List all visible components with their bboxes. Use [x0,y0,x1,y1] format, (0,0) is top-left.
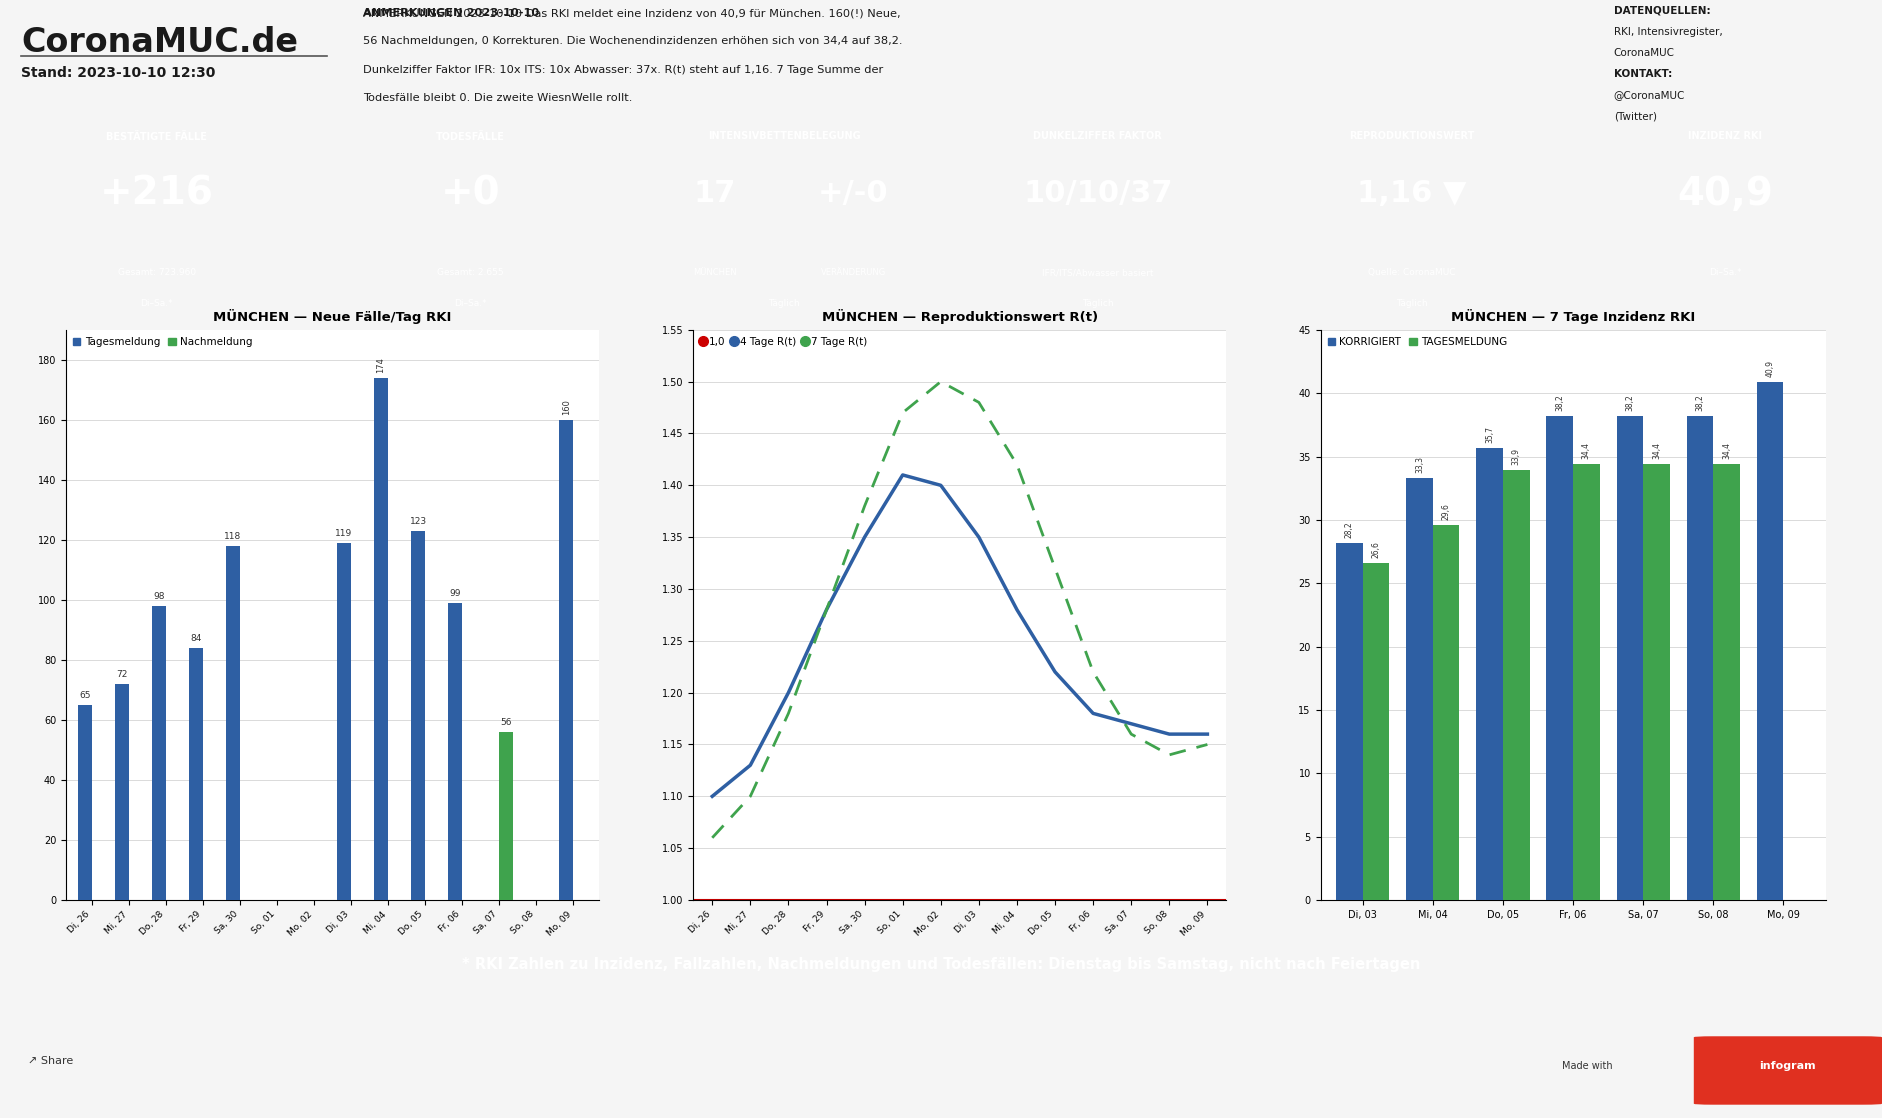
Text: Made with: Made with [1562,1061,1613,1071]
Text: ANMERKUNGEN 2023-10-10 Das RKI meldet eine Inzidenz von 40,9 für München. 160(!): ANMERKUNGEN 2023-10-10 Das RKI meldet ei… [363,8,901,18]
Bar [77,705,92,900]
Bar [1756,381,1784,900]
Text: Di–Sa.*: Di–Sa.* [454,299,487,307]
Legend: 1,0, 4 Tage R(t), 7 Tage R(t): 1,0, 4 Tage R(t), 7 Tage R(t) [698,335,869,349]
Text: 84: 84 [190,634,201,644]
Text: 34,4: 34,4 [1583,442,1590,459]
Title: MÜNCHEN — Reproduktionswert R(t): MÜNCHEN — Reproduktionswert R(t) [822,310,1097,324]
Text: 10/10/37: 10/10/37 [1024,179,1172,208]
Bar [1713,464,1741,900]
Bar [115,684,128,900]
Text: 34,4: 34,4 [1722,442,1731,459]
Text: 123: 123 [410,518,427,527]
Text: 72: 72 [117,671,128,680]
Text: Gesamt: 2.655: Gesamt: 2.655 [437,268,504,277]
Text: DUNKELZIFFER FAKTOR: DUNKELZIFFER FAKTOR [1033,132,1163,142]
Legend: KORRIGIERT, TAGESMELDUNG: KORRIGIERT, TAGESMELDUNG [1325,335,1509,349]
Bar [152,606,166,900]
Bar [188,648,203,900]
Text: Di–Sa.*: Di–Sa.* [1709,268,1741,277]
Text: 118: 118 [224,532,241,541]
Bar [1406,479,1432,900]
Text: 98: 98 [152,593,164,601]
Bar [1547,416,1573,900]
Bar [226,546,239,900]
Text: 38,2: 38,2 [1696,395,1705,411]
Text: 28,2: 28,2 [1346,521,1353,538]
Text: Täglich: Täglich [768,299,800,307]
Bar [499,732,514,900]
Text: +0: +0 [440,174,501,212]
Text: CoronaMUC: CoronaMUC [1613,48,1675,58]
Text: 1,16 ▼: 1,16 ▼ [1357,179,1466,208]
Text: 33,9: 33,9 [1511,448,1521,465]
Text: CoronaMUC.de: CoronaMUC.de [21,26,297,59]
Legend: Tagesmeldung, Nachmeldung: Tagesmeldung, Nachmeldung [72,335,254,349]
Bar [1643,464,1669,900]
Text: +/-0: +/-0 [819,179,888,208]
Text: RKI, Intensivregister,: RKI, Intensivregister, [1613,27,1722,37]
Bar [1432,525,1459,900]
Text: Stand: 2023-10-10 12:30: Stand: 2023-10-10 12:30 [21,66,215,79]
Text: VERÄNDERUNG: VERÄNDERUNG [821,268,886,277]
Text: 26,6: 26,6 [1372,541,1380,558]
Text: 160: 160 [561,399,570,415]
Text: 65: 65 [79,691,90,700]
Text: * RKI Zahlen zu Inzidenz, Fallzahlen, Nachmeldungen und Todesfällen: Dienstag bi: * RKI Zahlen zu Inzidenz, Fallzahlen, Na… [461,957,1421,972]
Text: @CoronaMUC: @CoronaMUC [1613,91,1684,101]
Text: infogram: infogram [1760,1061,1816,1071]
Text: Täglich: Täglich [1396,299,1427,307]
Text: 174: 174 [376,358,386,373]
Text: 99: 99 [450,589,461,598]
FancyBboxPatch shape [1694,1036,1882,1105]
Text: ANMERKUNGEN 2023-10-10: ANMERKUNGEN 2023-10-10 [363,8,540,18]
Bar [1475,447,1504,900]
Text: Dunkelziffer Faktor IFR: 10x ITS: 10x Abwasser: 37x. R(t) steht auf 1,16. 7 Tage: Dunkelziffer Faktor IFR: 10x ITS: 10x Ab… [363,65,883,75]
Bar [337,543,352,900]
Bar [375,378,388,900]
Text: 40,9: 40,9 [1677,174,1773,212]
Text: INTENSIVBETTENBELEGUNG: INTENSIVBETTENBELEGUNG [708,132,860,142]
Text: Quelle: CoronaMUC: Quelle: CoronaMUC [1368,268,1455,277]
Text: +216: +216 [100,174,215,212]
Text: TODESFÄLLE: TODESFÄLLE [437,132,504,142]
Bar [1573,464,1600,900]
Text: 56 Nachmeldungen, 0 Korrekturen. Die Wochenendinzidenzen erhöhen sich von 34,4 a: 56 Nachmeldungen, 0 Korrekturen. Die Woc… [363,37,903,46]
Text: 33,3: 33,3 [1415,456,1425,473]
Text: Di–Sa.*: Di–Sa.* [141,299,173,307]
Bar [1617,416,1643,900]
Text: 34,4: 34,4 [1652,442,1662,459]
Text: 40,9: 40,9 [1765,360,1775,377]
Text: 56: 56 [501,719,512,728]
Text: DATENQUELLEN:: DATENQUELLEN: [1613,6,1711,16]
Text: INZIDENZ RKI: INZIDENZ RKI [1688,132,1762,142]
Title: MÜNCHEN — 7 Tage Inzidenz RKI: MÜNCHEN — 7 Tage Inzidenz RKI [1451,310,1696,324]
Bar [1504,471,1530,900]
Text: MÜNCHEN: MÜNCHEN [693,268,738,277]
Bar [1336,542,1363,900]
Bar [559,420,574,900]
Text: 17: 17 [694,179,736,208]
Text: ↗ Share: ↗ Share [28,1057,73,1065]
Bar [410,531,425,900]
Title: MÜNCHEN — Neue Fälle/Tag RKI: MÜNCHEN — Neue Fälle/Tag RKI [213,310,452,324]
Text: Gesamt: 723.960: Gesamt: 723.960 [119,268,196,277]
Bar [1686,416,1713,900]
Text: REPRODUKTIONSWERT: REPRODUKTIONSWERT [1349,132,1474,142]
Text: BESTÄTIGTE FÄLLE: BESTÄTIGTE FÄLLE [107,132,207,142]
Text: 38,2: 38,2 [1626,395,1634,411]
Text: 29,6: 29,6 [1442,503,1451,520]
Bar [448,603,463,900]
Text: 35,7: 35,7 [1485,426,1494,443]
Text: IFR/ITS/Abwasser basiert: IFR/ITS/Abwasser basiert [1043,268,1154,277]
Bar [1363,563,1389,900]
Text: 119: 119 [335,530,352,539]
Text: (Twitter): (Twitter) [1613,112,1656,122]
Text: Täglich: Täglich [1082,299,1114,307]
Text: 38,2: 38,2 [1555,395,1564,411]
Text: Todesfälle bleibt 0. Die zweite WiesnWelle rollt.: Todesfälle bleibt 0. Die zweite WiesnWel… [363,93,632,103]
Text: KONTAKT:: KONTAKT: [1613,69,1671,79]
